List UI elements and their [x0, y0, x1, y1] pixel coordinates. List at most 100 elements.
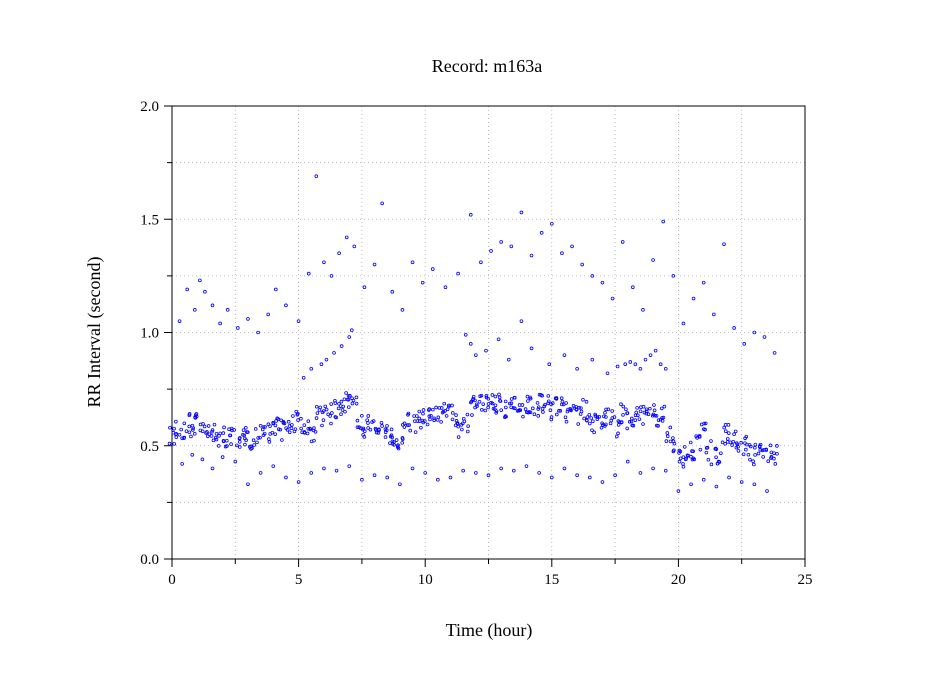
data-point	[575, 473, 579, 477]
data-point	[698, 447, 703, 452]
data-point	[570, 244, 574, 249]
data-point	[633, 418, 638, 423]
data-point	[722, 242, 726, 246]
data-point	[681, 455, 686, 459]
data-point	[724, 429, 728, 434]
data-point	[539, 231, 544, 235]
data-point	[284, 426, 288, 430]
data-point	[362, 285, 367, 290]
data-point	[221, 439, 226, 444]
data-point	[602, 414, 606, 419]
data-point	[519, 319, 524, 323]
data-point	[494, 409, 499, 413]
data-point	[244, 438, 248, 443]
data-point	[616, 419, 621, 423]
data-point	[295, 412, 300, 417]
data-point	[664, 439, 669, 443]
data-point	[296, 319, 301, 323]
data-point	[439, 406, 444, 410]
data-point	[546, 401, 550, 405]
x-axis-label: Time (hour)	[446, 620, 533, 641]
data-point	[731, 439, 736, 444]
data-point	[407, 423, 411, 427]
data-point	[406, 411, 411, 416]
data-point	[450, 411, 455, 415]
data-point	[187, 413, 192, 418]
data-point	[473, 405, 477, 410]
data-point	[631, 423, 636, 428]
data-point	[450, 417, 455, 422]
data-point	[329, 421, 333, 426]
data-point	[193, 413, 198, 417]
data-point	[587, 475, 592, 480]
data-point	[747, 443, 752, 447]
data-point	[352, 244, 357, 249]
data-point	[323, 404, 328, 409]
data-point	[681, 462, 685, 466]
data-point	[671, 449, 676, 454]
data-point	[736, 444, 740, 449]
data-point	[432, 416, 436, 421]
data-point	[654, 423, 659, 428]
data-point	[454, 419, 459, 423]
data-point	[587, 413, 592, 417]
data-point	[677, 451, 681, 455]
data-point	[355, 418, 360, 423]
data-point	[425, 422, 430, 427]
data-point	[255, 440, 259, 445]
data-point	[198, 278, 202, 283]
data-point	[646, 412, 651, 417]
data-point	[396, 445, 400, 450]
data-point	[530, 406, 535, 411]
data-point	[177, 432, 182, 437]
data-point	[389, 427, 394, 432]
data-point	[390, 441, 395, 446]
data-point	[286, 419, 291, 424]
data-point	[276, 417, 281, 421]
data-point	[390, 289, 395, 294]
data-point	[758, 448, 763, 452]
data-point	[471, 397, 475, 402]
data-point	[752, 482, 757, 487]
y-tick-label: 0.5	[140, 439, 159, 455]
data-point	[385, 424, 389, 428]
data-point	[769, 455, 774, 459]
data-point	[339, 399, 344, 404]
data-point	[468, 342, 473, 346]
data-point	[665, 431, 670, 435]
data-point	[237, 445, 242, 449]
data-point	[211, 438, 216, 443]
data-point	[599, 425, 604, 430]
data-point	[329, 274, 334, 278]
data-point	[773, 462, 778, 466]
data-point	[450, 403, 454, 408]
data-point	[385, 475, 390, 480]
data-point	[663, 366, 668, 371]
data-point	[210, 303, 215, 308]
data-point	[460, 427, 464, 432]
data-point	[714, 447, 719, 451]
data-point	[182, 435, 187, 440]
data-point	[380, 201, 384, 206]
data-point	[172, 442, 177, 446]
data-point	[216, 444, 221, 448]
x-tick-label: 5	[295, 572, 303, 588]
data-point	[651, 258, 655, 262]
data-point	[692, 457, 697, 462]
data-point	[656, 418, 661, 422]
data-point	[753, 442, 758, 447]
data-point	[456, 424, 460, 429]
data-point	[486, 473, 491, 477]
data-point	[417, 409, 422, 414]
data-point	[466, 424, 470, 428]
data-point	[509, 244, 514, 249]
data-point	[236, 326, 240, 330]
data-point	[200, 457, 205, 462]
data-point	[512, 468, 516, 473]
data-point	[366, 426, 370, 430]
data-point	[732, 432, 736, 436]
data-point	[625, 411, 630, 415]
data-point	[752, 330, 757, 335]
data-point	[174, 419, 178, 424]
data-point	[554, 397, 559, 401]
